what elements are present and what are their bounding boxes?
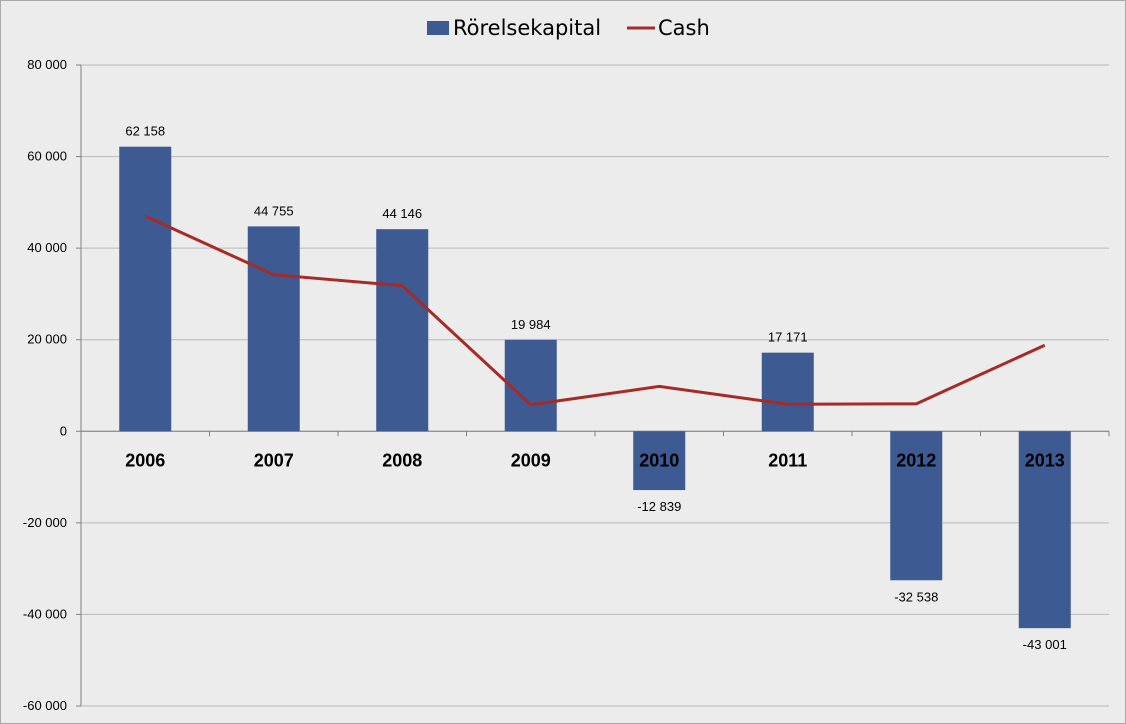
data-labels: 62 158 44 755 44 146 19 984 -12 839 17 171 -32…: [125, 124, 1066, 652]
y-tick-label: 40 000: [27, 240, 67, 255]
data-label: 44 146: [382, 206, 422, 221]
data-label: -43 001: [1023, 637, 1067, 652]
bar-2008: [376, 229, 429, 432]
y-tick-labels: 80 000 60 000 40 000 20 000 0 -20 000 -40 000 -…: [23, 57, 67, 713]
x-tick-label: 2010: [639, 450, 679, 470]
bar-2007: [247, 226, 300, 432]
x-tick-label: 2013: [1025, 450, 1065, 470]
bar-2009: [504, 339, 557, 432]
data-label: 62 158: [125, 124, 165, 139]
legend: Rörelsekapital Cash: [427, 16, 710, 40]
x-tick-labels: 2006 2007 2008 2009 2010 2011 2012 2013: [125, 450, 1065, 470]
x-tick-label: 2006: [125, 450, 165, 470]
y-tick-label: -40 000: [23, 606, 67, 621]
data-label: 19 984: [511, 317, 551, 332]
bar-2012: [890, 431, 943, 581]
x-tick-label: 2011: [768, 450, 807, 470]
data-label: -12 839: [637, 499, 681, 514]
data-label: -32 538: [894, 589, 938, 604]
data-label: 17 171: [768, 330, 808, 345]
x-tick-label: 2007: [254, 450, 294, 470]
bar-2013: [1018, 431, 1071, 629]
bar-2010: [633, 431, 686, 491]
y-tick-label: 80 000: [27, 57, 67, 72]
bar-series: [119, 146, 1071, 629]
x-tick-label: 2012: [896, 450, 936, 470]
line-series: [144, 214, 1046, 407]
x-tick-label: 2008: [382, 450, 422, 470]
y-tick-label: -20 000: [23, 515, 67, 530]
cash-line: [144, 214, 1046, 407]
y-tick-label: -60 000: [23, 698, 67, 713]
bar-2006: [119, 146, 172, 432]
x-tick-label: 2009: [511, 450, 551, 470]
y-tick-label: 60 000: [27, 149, 67, 164]
legend-label-line: Cash: [658, 16, 710, 40]
data-label: 44 755: [254, 203, 294, 218]
legend-label-bar: Rörelsekapital: [453, 16, 601, 40]
y-tick-label: 0: [60, 423, 67, 438]
y-tick-label: 20 000: [27, 332, 67, 347]
legend-swatch-bar: [427, 21, 449, 35]
bar-2011: [761, 352, 814, 432]
